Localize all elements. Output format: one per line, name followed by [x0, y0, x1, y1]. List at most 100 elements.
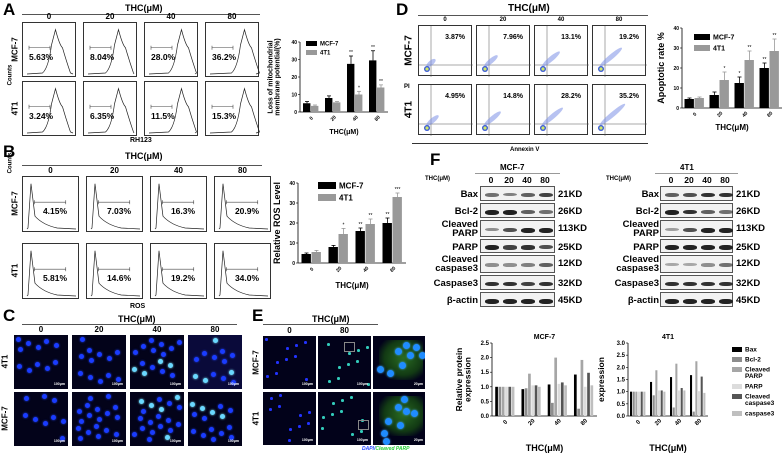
fluorescence-micrograph: 100μm — [130, 335, 184, 389]
nucleus — [87, 348, 92, 353]
protein-band — [719, 209, 733, 214]
nucleus — [160, 369, 165, 374]
annexin-pi-scatter: 7.96% — [476, 25, 531, 77]
protein-band — [719, 192, 733, 198]
protein-label: Bcl-2 — [635, 206, 659, 217]
svg-text:*: * — [739, 71, 741, 77]
nucleus — [286, 347, 289, 350]
annexin-pi-scatter: 4.95% — [418, 84, 473, 136]
molecular-weight: 26KD — [558, 206, 583, 217]
nucleus — [95, 407, 100, 412]
svg-text:*: * — [358, 85, 360, 91]
protein-band — [665, 227, 679, 231]
svg-text:30: 30 — [673, 46, 679, 52]
protein-band — [683, 227, 697, 232]
nucleus — [270, 397, 273, 400]
protein-band — [665, 298, 679, 304]
apoptosis-percentage: 19.2% — [619, 34, 639, 41]
protein-band — [521, 281, 535, 287]
protein-band — [503, 227, 517, 232]
svg-text:1.5: 1.5 — [481, 370, 490, 376]
apoptosis-percentage: 3.87% — [445, 34, 465, 41]
nucleus — [338, 366, 341, 369]
protein-band — [539, 209, 553, 214]
annexin-pi-scatter: 35.2% — [592, 84, 647, 136]
svg-text:THC(μM): THC(μM) — [649, 443, 687, 453]
nucleus — [305, 378, 308, 381]
nucleus — [278, 405, 281, 408]
svg-text:**: ** — [371, 45, 375, 51]
blot-strip — [660, 275, 733, 290]
panel-b-y-axis-label: Counts — [7, 152, 14, 174]
nucleus — [36, 345, 41, 350]
panel-b-bar-chart: 0 10 20 30 40 0 * 20 ** ** 40 ** *** 80 THC(μM) Relativ… — [268, 175, 408, 290]
nucleus — [347, 363, 350, 366]
protein-band — [683, 298, 697, 304]
nucleus — [116, 377, 121, 382]
protein-label: Cleaved caspase3 — [616, 254, 659, 274]
molecular-weight: 45KD — [736, 295, 761, 306]
svg-text:0: 0 — [635, 419, 642, 426]
scale-bar-label: 100μm — [53, 382, 65, 386]
protein-band — [683, 263, 697, 267]
svg-text:2.0: 2.0 — [481, 356, 490, 362]
svg-text:0: 0 — [503, 419, 510, 426]
nucleus — [209, 427, 214, 432]
nucleus — [140, 361, 145, 366]
nucleus — [158, 424, 163, 429]
nucleus — [395, 404, 402, 411]
svg-text:caspase3: caspase3 — [745, 400, 775, 407]
nucleus — [201, 433, 206, 438]
histogram-plot: 16.3% — [150, 176, 207, 232]
gate-percentage: 7.03% — [106, 206, 132, 217]
molecular-weight: 32KD — [736, 278, 761, 289]
svg-text:MCF-7: MCF-7 — [534, 334, 555, 341]
nucleus — [351, 433, 354, 436]
svg-text:Relative proteinexpression: Relative proteinexpression — [454, 348, 473, 412]
concentration-label: 80 — [210, 325, 220, 334]
gate-percentage: 3.24% — [29, 110, 54, 121]
nucleus — [52, 398, 57, 403]
svg-text:THC(μM): THC(μM) — [526, 443, 564, 453]
nucleus — [138, 416, 143, 421]
nucleus — [80, 337, 85, 342]
molecular-weight: 25KD — [736, 242, 761, 253]
histogram-plot: 3.24% — [22, 81, 76, 136]
nucleus — [395, 348, 402, 355]
nucleus — [54, 343, 59, 348]
protein-band — [719, 263, 733, 267]
nucleus — [295, 344, 298, 347]
nucleus — [299, 414, 302, 417]
nucleus — [43, 421, 48, 426]
svg-text:2.5: 2.5 — [617, 353, 626, 359]
nucleus — [51, 415, 56, 420]
nucleus — [341, 399, 344, 402]
nucleus — [403, 342, 410, 349]
protein-band — [485, 281, 499, 287]
molecular-weight: 25KD — [558, 242, 583, 253]
svg-text:THC(μM): THC(μM) — [329, 129, 358, 136]
protein-band — [539, 263, 553, 268]
nucleus — [397, 422, 404, 429]
svg-text:*: * — [343, 222, 345, 228]
panel-f-4t1-bar-chart: 0.0 0.5 1.0 1.5 2.0 2.5 3.0 0 20 40 80 THC(μM) expre… — [596, 330, 784, 453]
panel-label-d: D — [396, 0, 409, 19]
protein-band — [485, 298, 499, 304]
apoptosis-percentage: 28.2% — [561, 93, 581, 100]
panel-a-x-axis-label: RH123 — [130, 137, 152, 144]
protein-band — [665, 245, 679, 250]
panel-d-x-axis-arrow — [412, 143, 648, 144]
protein-label: PARP — [633, 242, 659, 253]
svg-text:4T1: 4T1 — [339, 194, 353, 203]
nucleus — [97, 417, 102, 422]
blot-strip — [480, 275, 555, 290]
nucleus — [156, 414, 161, 419]
panel-d-x-axis-label: Annexin V — [510, 147, 540, 153]
svg-text:0: 0 — [309, 266, 315, 272]
blot-thc-label: THC(μM) — [425, 176, 450, 182]
nucleus — [308, 411, 311, 414]
row-label-4t1: 4T1 — [10, 101, 20, 115]
row-label-4t1: 4T1 — [10, 263, 20, 278]
svg-text:4T1: 4T1 — [713, 46, 725, 53]
nucleus — [288, 439, 291, 442]
